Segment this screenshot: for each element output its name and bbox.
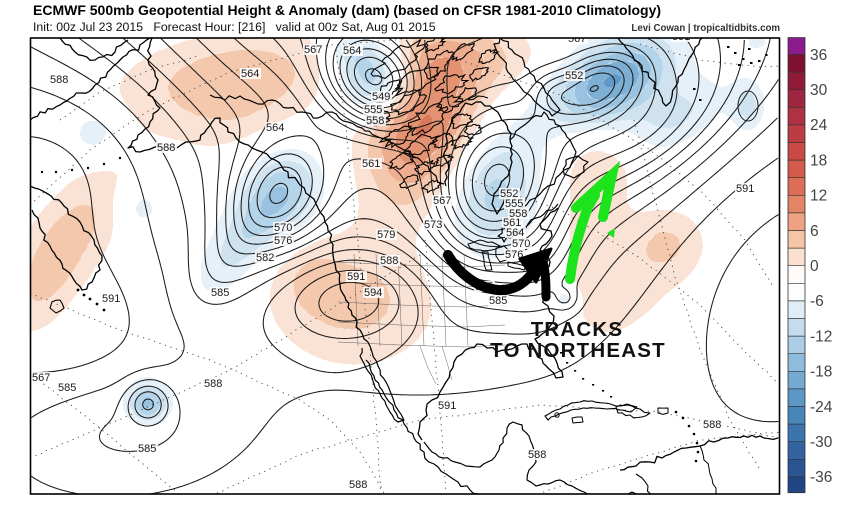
svg-text:564: 564: [506, 227, 524, 239]
svg-text:570: 570: [512, 238, 530, 250]
svg-text:588: 588: [380, 255, 398, 267]
svg-text:-36: -36: [810, 469, 832, 486]
svg-text:6: 6: [810, 223, 819, 240]
svg-text:591: 591: [438, 400, 456, 412]
svg-text:567: 567: [32, 372, 50, 384]
svg-text:-18: -18: [810, 364, 832, 381]
svg-text:561: 561: [503, 217, 521, 229]
svg-text:567: 567: [568, 33, 586, 45]
svg-text:TO NORTHEAST: TO NORTHEAST: [490, 339, 666, 362]
svg-text:567: 567: [433, 195, 451, 207]
svg-text:564: 564: [343, 45, 361, 57]
svg-text:591: 591: [736, 183, 754, 195]
svg-text:594: 594: [364, 287, 382, 299]
svg-text:-24: -24: [810, 399, 833, 416]
svg-text:585: 585: [211, 287, 229, 299]
svg-text:582: 582: [256, 252, 274, 264]
svg-text:549: 549: [372, 91, 390, 103]
svg-text:24: 24: [810, 117, 828, 134]
svg-text:576: 576: [505, 249, 523, 261]
svg-text:36: 36: [810, 47, 827, 64]
svg-text:-6: -6: [810, 293, 824, 310]
svg-text:552: 552: [565, 70, 583, 82]
svg-text:-30: -30: [810, 434, 833, 451]
svg-text:0: 0: [810, 258, 819, 275]
svg-text:588: 588: [349, 479, 367, 491]
svg-text:585: 585: [58, 382, 76, 394]
svg-text:564: 564: [266, 122, 284, 134]
svg-text:576: 576: [274, 235, 292, 247]
svg-text:555: 555: [364, 104, 382, 116]
svg-text:558: 558: [366, 115, 384, 127]
svg-text:588: 588: [157, 142, 175, 154]
svg-text:591: 591: [672, 31, 690, 43]
svg-text:18: 18: [810, 152, 827, 169]
svg-text:588: 588: [703, 419, 721, 431]
svg-text:591: 591: [347, 271, 365, 283]
svg-text:570: 570: [274, 222, 292, 234]
svg-text:TRACKS: TRACKS: [531, 318, 624, 341]
svg-text:Init: 00z Jul 23 2015 Foreca: Init: 00z Jul 23 2015 Forecast Hour: [21…: [33, 20, 436, 34]
svg-text:Levi Cowan | tropicaltidbits.c: Levi Cowan | tropicaltidbits.com: [631, 23, 780, 34]
svg-text:588: 588: [528, 449, 546, 461]
svg-text:552: 552: [500, 188, 518, 200]
svg-text:564: 564: [241, 68, 259, 80]
svg-text:585: 585: [489, 295, 507, 307]
svg-text:12: 12: [810, 188, 827, 205]
svg-text:588: 588: [204, 378, 222, 390]
svg-text:573: 573: [424, 219, 442, 231]
svg-text:585: 585: [138, 443, 156, 455]
svg-text:567: 567: [304, 44, 322, 56]
svg-text:ECMWF 500mb Geopotential Heigh: ECMWF 500mb Geopotential Height & Anomal…: [33, 2, 661, 18]
svg-text:591: 591: [102, 293, 120, 305]
svg-text:30: 30: [810, 82, 828, 99]
svg-text:561: 561: [362, 158, 380, 170]
svg-text:588: 588: [50, 74, 68, 86]
svg-text:-12: -12: [810, 328, 832, 345]
svg-text:579: 579: [377, 229, 395, 241]
svg-text:555: 555: [505, 198, 523, 210]
